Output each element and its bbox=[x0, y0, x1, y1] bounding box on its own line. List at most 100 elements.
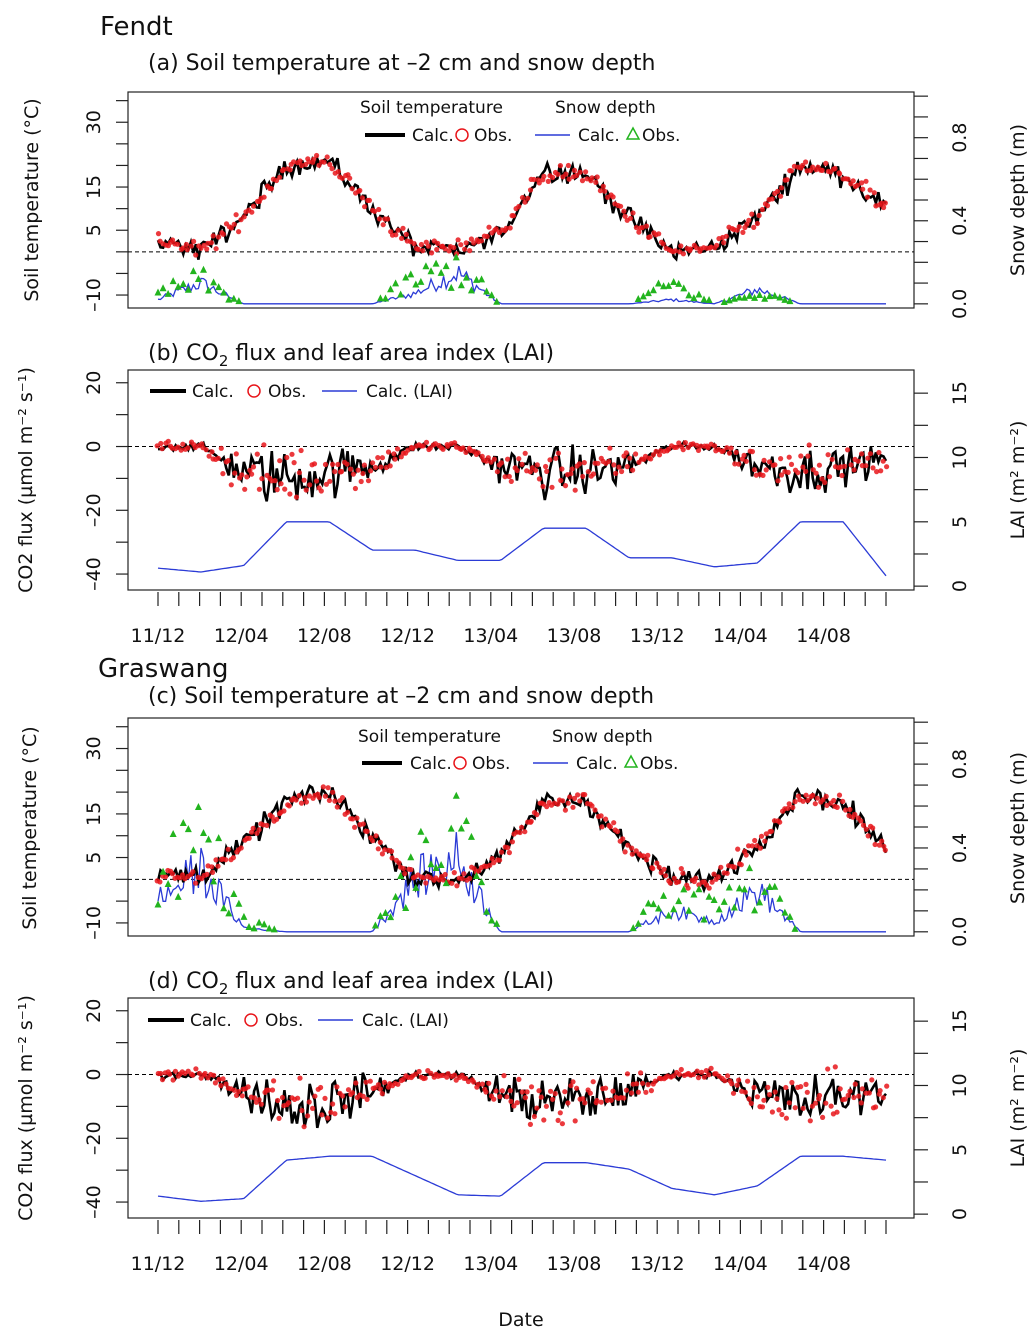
obs-point bbox=[711, 871, 717, 877]
obs-point bbox=[389, 855, 395, 861]
obs-point bbox=[299, 1107, 305, 1114]
obs-point bbox=[550, 174, 556, 181]
obs-point bbox=[321, 159, 327, 165]
obs-point bbox=[228, 225, 234, 231]
obs-point bbox=[299, 162, 305, 169]
snow-obs-point bbox=[174, 892, 182, 900]
x-tick-label: 12/12 bbox=[380, 1253, 435, 1275]
legend-obs-label: Obs. bbox=[268, 382, 306, 402]
obs-point bbox=[644, 857, 650, 863]
obs-point bbox=[598, 1099, 604, 1105]
obs-point bbox=[209, 449, 215, 455]
snow-obs-point bbox=[735, 293, 743, 301]
obs-point bbox=[720, 448, 726, 454]
obs-point bbox=[213, 246, 219, 252]
obs-point bbox=[559, 466, 565, 472]
obs-point bbox=[203, 447, 209, 453]
obs-point bbox=[804, 1089, 810, 1095]
obs-point bbox=[505, 845, 511, 851]
right-tick-label: 0.0 bbox=[949, 289, 971, 319]
obs-point bbox=[852, 1081, 858, 1087]
obs-point bbox=[839, 472, 845, 479]
obs-point bbox=[768, 828, 775, 834]
obs-point bbox=[786, 801, 792, 807]
snow-obs-point bbox=[791, 924, 799, 932]
obs-point bbox=[375, 1082, 381, 1088]
obs-point bbox=[699, 1069, 705, 1075]
obs-point bbox=[607, 445, 613, 451]
obs-point bbox=[339, 795, 346, 801]
obs-point bbox=[452, 440, 458, 446]
obs-point bbox=[602, 188, 608, 194]
x-tick-label: 11/12 bbox=[131, 625, 186, 647]
obs-point bbox=[874, 469, 880, 475]
obs-point bbox=[232, 470, 238, 476]
obs-point bbox=[778, 472, 785, 478]
snow-obs-point bbox=[215, 834, 223, 842]
obs-point bbox=[411, 241, 417, 247]
left-tick-label: 30 bbox=[83, 736, 105, 760]
x-tick-label: 12/04 bbox=[214, 1253, 269, 1275]
legend-snow-depth-header: Snow depth bbox=[555, 98, 656, 118]
obs-point bbox=[223, 857, 229, 863]
obs-point bbox=[701, 1074, 707, 1080]
obs-point bbox=[231, 221, 237, 227]
obs-point bbox=[628, 215, 634, 221]
obs-point bbox=[754, 1094, 761, 1100]
obs-point bbox=[867, 451, 874, 457]
snow-obs-point bbox=[442, 262, 450, 270]
snow-obs-point bbox=[639, 907, 647, 915]
obs-point bbox=[559, 1121, 566, 1127]
obs-point bbox=[789, 1079, 795, 1086]
obs-point bbox=[522, 1095, 529, 1101]
x-axis-upper: 11/12 12/04 12/08 12/12 13/04 13/08 13/12 14/04… bbox=[131, 592, 887, 647]
obs-point bbox=[363, 1079, 369, 1085]
obs-point bbox=[580, 473, 586, 480]
obs-point bbox=[824, 802, 830, 809]
obs-point bbox=[297, 1075, 303, 1081]
obs-point bbox=[381, 1079, 388, 1085]
snow-obs-point bbox=[184, 825, 192, 833]
obs-point bbox=[764, 203, 771, 209]
obs-point bbox=[218, 1083, 224, 1089]
obs-point bbox=[385, 216, 391, 222]
obs-point bbox=[640, 1080, 646, 1086]
obs-point bbox=[555, 801, 561, 807]
obs-point bbox=[395, 227, 401, 233]
snow-obs-point bbox=[665, 911, 673, 919]
obs-point bbox=[705, 445, 711, 451]
obs-point bbox=[274, 487, 280, 493]
obs-point bbox=[712, 443, 718, 449]
right-tick-label: 0 bbox=[949, 1208, 971, 1220]
obs-point bbox=[241, 214, 247, 220]
snow-obs-point bbox=[756, 291, 764, 299]
legend-obs-circle-icon bbox=[453, 756, 467, 770]
snow-obs-point bbox=[407, 853, 415, 861]
obs-point bbox=[310, 1105, 316, 1111]
obs-point bbox=[842, 463, 848, 469]
snow-obs-point bbox=[432, 259, 440, 267]
snow-obs-point bbox=[371, 921, 379, 929]
x-tick-label: 13/08 bbox=[547, 625, 602, 647]
obs-point bbox=[467, 875, 473, 882]
obs-point bbox=[733, 449, 739, 455]
snow-obs-point bbox=[493, 297, 501, 305]
obs-point bbox=[648, 1088, 655, 1094]
snow-obs-point bbox=[644, 899, 652, 907]
obs-point bbox=[812, 1100, 819, 1106]
x-tick-label: 12/04 bbox=[214, 625, 269, 647]
obs-point bbox=[577, 169, 583, 175]
obs-point bbox=[461, 871, 467, 877]
panel-c-legend: Soil temperature Snow depth Calc. Obs. C… bbox=[358, 727, 678, 774]
obs-point bbox=[766, 459, 773, 465]
x-tick-label: 12/12 bbox=[380, 625, 435, 647]
obs-point bbox=[706, 885, 712, 891]
obs-point bbox=[534, 1105, 540, 1111]
obs-point bbox=[843, 807, 849, 813]
snow-obs-point bbox=[670, 905, 678, 913]
obs-point bbox=[877, 1088, 883, 1094]
obs-point bbox=[879, 838, 885, 844]
obs-point bbox=[570, 1079, 576, 1085]
obs-point bbox=[322, 1095, 328, 1101]
obs-point bbox=[158, 440, 164, 447]
